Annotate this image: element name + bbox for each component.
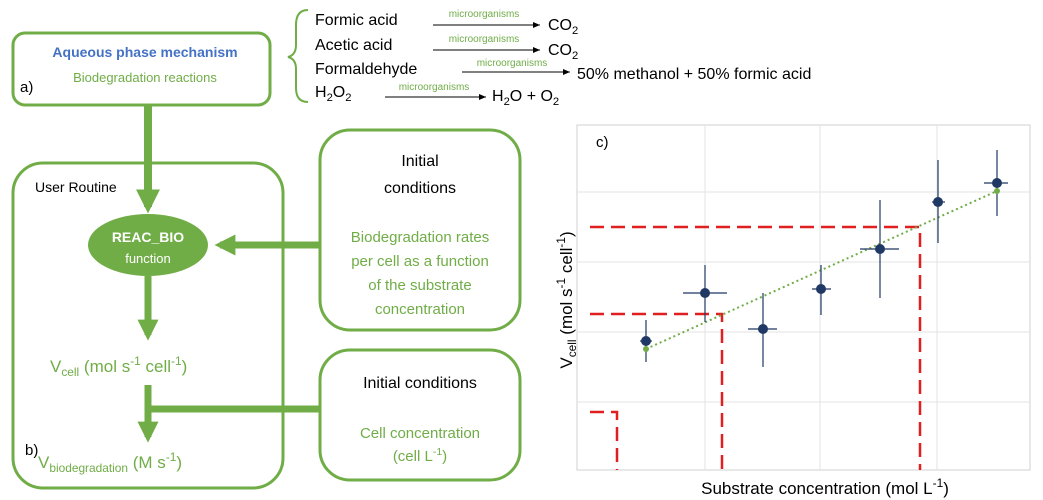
shape xyxy=(758,324,768,334)
text-part: ) xyxy=(943,479,949,498)
text-part: -1 xyxy=(171,354,182,368)
shape xyxy=(590,312,724,470)
text-part: V xyxy=(38,453,50,472)
text-part: biodegradation xyxy=(49,461,128,475)
shape xyxy=(590,410,619,470)
initial-box xyxy=(318,128,522,332)
dashed-guides xyxy=(590,225,922,470)
text-part: ) xyxy=(442,448,447,465)
text-part: V xyxy=(50,357,62,376)
text-part: 2 xyxy=(572,25,578,37)
text-part: cell xyxy=(565,339,579,357)
initial-title: Initial conditions xyxy=(363,375,477,392)
initial-title: conditions xyxy=(384,180,456,197)
plot-frame xyxy=(576,124,1031,471)
v-biodegradation: Vbiodegradation (M s-1) xyxy=(38,450,182,475)
product: CO2 xyxy=(548,17,578,37)
reactant: Acetic acid xyxy=(315,37,392,54)
text-part: 2 xyxy=(553,96,559,108)
reactant: H2O2 xyxy=(315,84,351,104)
shape xyxy=(816,284,826,294)
initial-text: (cell L-1) xyxy=(393,446,447,465)
shape xyxy=(643,346,649,352)
text-part: 2 xyxy=(327,92,333,104)
text-part: ) xyxy=(176,453,182,472)
text-part: ) xyxy=(182,357,188,376)
initial-text: Biodegradation rates xyxy=(351,229,489,246)
function-name: REAC_BIO xyxy=(112,229,184,245)
text-part: -1 xyxy=(933,476,944,490)
text-part: 2 xyxy=(504,96,510,108)
label-a: a) xyxy=(20,79,33,96)
aqueous-title: Aqueous phase mechanism xyxy=(52,44,237,60)
initial-title: Initial xyxy=(401,153,438,170)
shape xyxy=(994,188,1000,194)
text-part: -1 xyxy=(433,446,442,458)
text-part: 2 xyxy=(572,50,578,62)
aqueous-box xyxy=(11,31,272,107)
reactant: Formic acid xyxy=(315,12,398,29)
text-part: (cell L xyxy=(393,448,433,465)
text-part: H xyxy=(315,84,327,101)
reactant: Formaldehyde xyxy=(315,61,417,78)
shape xyxy=(590,225,922,470)
function-node xyxy=(88,214,208,276)
text-part: cell xyxy=(61,365,79,379)
text-part: CO xyxy=(548,42,572,59)
shape xyxy=(992,178,1002,188)
x-axis-label: Substrate concentration (mol L-1) xyxy=(701,476,949,498)
text-part: -1 xyxy=(554,277,568,288)
routine-title: User Routine xyxy=(35,179,117,195)
brace xyxy=(287,9,309,103)
v-cell: Vcell (mol s-1 cell-1) xyxy=(50,354,187,379)
product: H2O + O2 xyxy=(492,88,559,108)
shape xyxy=(875,244,885,254)
shape xyxy=(641,178,1002,346)
aqueous-subtitle: Biodegradation reactions xyxy=(73,70,217,85)
text-part: (M s xyxy=(128,453,166,472)
shape xyxy=(700,288,710,298)
initial-text: Cell concentration xyxy=(360,425,480,442)
text-part: cell xyxy=(557,248,576,278)
text-part: O + O xyxy=(510,88,553,105)
initial-text: per cell as a function xyxy=(351,253,489,270)
label-c: c) xyxy=(596,134,609,151)
text-part: H xyxy=(492,88,504,105)
text-part: -1 xyxy=(166,450,177,464)
text-part: ) xyxy=(557,231,576,237)
initial-text: of the substrate xyxy=(368,277,471,294)
catalyst: microorganisms xyxy=(399,82,470,93)
text-part: 2 xyxy=(345,92,351,104)
function-word: function xyxy=(125,251,171,266)
shape xyxy=(933,197,943,207)
text-part: V xyxy=(557,357,576,369)
product: 50% methanol + 50% formic acid xyxy=(577,66,811,83)
product: CO2 xyxy=(548,42,578,62)
points xyxy=(640,150,1008,367)
label-b: b) xyxy=(25,442,38,459)
catalyst: microorganisms xyxy=(449,34,520,45)
y-axis-label: Vcell (mol s-1 cell-1) xyxy=(554,231,579,368)
text-part: O xyxy=(333,84,345,101)
text-part: -1 xyxy=(130,354,141,368)
text-part: (mol s xyxy=(557,288,576,339)
initial-text: concentration xyxy=(375,301,465,318)
shape xyxy=(641,336,651,346)
catalyst: microorganisms xyxy=(449,9,520,20)
text-part: (mol s xyxy=(79,357,130,376)
text-part: Substrate concentration (mol L xyxy=(701,479,933,498)
text-part: -1 xyxy=(554,237,568,248)
initial-box xyxy=(318,348,522,482)
catalyst: microorganisms xyxy=(477,58,548,69)
text-part: cell xyxy=(141,357,171,376)
text-part: CO xyxy=(548,17,572,34)
